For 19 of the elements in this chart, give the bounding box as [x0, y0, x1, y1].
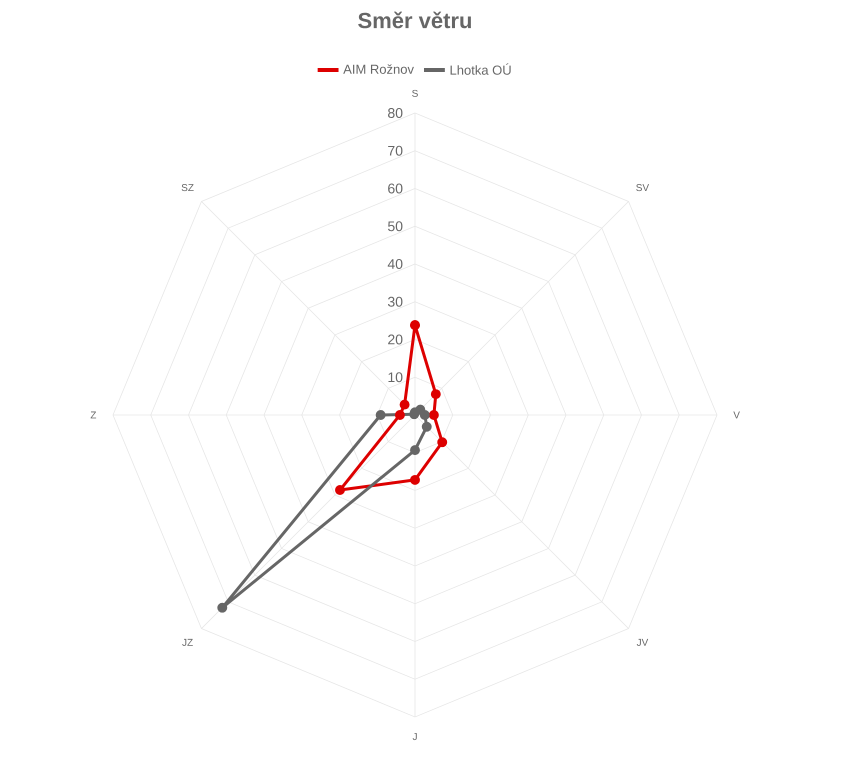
spoke-label: Z: [90, 412, 96, 418]
spoke-label: J: [412, 733, 417, 740]
spoke-label: SV: [636, 184, 650, 192]
chart-title: Směr větru: [358, 12, 471, 28]
y-tick-label: 20: [388, 334, 402, 344]
y-tick-label: 10: [388, 372, 402, 382]
y-tick-label: 60: [388, 184, 402, 194]
y-tick-label: 30: [388, 296, 402, 307]
y-tick-label: 70: [388, 146, 402, 156]
legend-label: Lhotka OÚ: [450, 63, 511, 75]
y-tick-label: 80: [388, 108, 402, 118]
spoke-label: V: [733, 412, 740, 418]
spoke-label: S: [412, 90, 418, 97]
y-tick-label: 50: [388, 221, 402, 232]
legend-label: AIM Rožnov: [343, 64, 414, 74]
spoke-label: SZ: [182, 184, 194, 192]
y-tick-label: 40: [388, 259, 402, 269]
spoke-label: JZ: [182, 638, 193, 646]
spoke-label: JV: [636, 638, 648, 646]
